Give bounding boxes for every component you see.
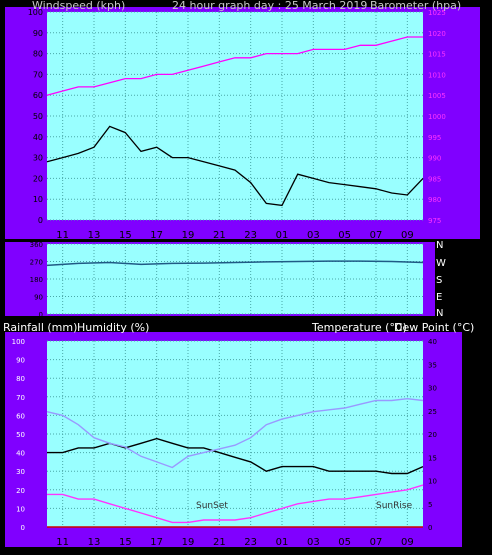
compass-e: E xyxy=(436,292,442,303)
x-tick-top-23: 23 xyxy=(244,230,257,241)
humidity-line xyxy=(46,397,424,469)
graph-title: 24 hour graph day : 25 March 2019 xyxy=(172,0,367,12)
compass-s: S xyxy=(436,275,442,286)
x-tick-bottom-19: 19 xyxy=(182,537,195,548)
y-tick-humidity-20: 20 xyxy=(16,487,25,495)
y-tick-baro-985: 985 xyxy=(428,175,441,183)
y-tick-wind-50: 50 xyxy=(33,112,43,121)
y-tick-temp-15: 15 xyxy=(428,454,437,462)
windspeed-axis-title: Windspeed (kph) xyxy=(32,0,125,12)
y-tick-humidity-40: 40 xyxy=(16,450,25,458)
y-tick-baro-995: 995 xyxy=(428,134,441,142)
barometer-axis-title: Barometer (hpa) xyxy=(370,0,461,12)
series-lines xyxy=(46,36,424,528)
y-tick-wind-10: 10 xyxy=(33,195,43,204)
y-tick-baro-1020: 1020 xyxy=(428,30,446,38)
rainfall-axis-title: Rainfall (mm) xyxy=(3,321,77,334)
x-tick-top-13: 13 xyxy=(88,230,101,241)
grid xyxy=(47,11,423,528)
x-tick-top-09: 09 xyxy=(401,230,414,241)
x-tick-top-07: 07 xyxy=(370,230,383,241)
temp-humidity-plot xyxy=(47,341,423,527)
x-tick-bottom-13: 13 xyxy=(88,537,101,548)
y-tick-baro-1010: 1010 xyxy=(428,71,446,79)
x-tick-bottom-15: 15 xyxy=(119,537,132,548)
y-tick-humidity-60: 60 xyxy=(16,412,25,420)
y-tick-humidity-90: 90 xyxy=(16,357,25,365)
x-tick-bottom-11: 11 xyxy=(56,537,69,548)
x-tick-top-01: 01 xyxy=(276,230,289,241)
y-tick-humidity-0: 0 xyxy=(21,524,25,532)
y-tick-humidity-80: 80 xyxy=(16,375,25,383)
y-tick-dir-0: 0 xyxy=(39,311,43,319)
x-tick-bottom-05: 05 xyxy=(338,537,351,548)
y-tick-wind-40: 40 xyxy=(33,133,43,142)
y-tick-dir-90: 90 xyxy=(34,294,43,302)
x-tick-bottom-23: 23 xyxy=(244,537,257,548)
x-tick-top-05: 05 xyxy=(338,230,351,241)
y-tick-temp-35: 35 xyxy=(428,361,437,369)
y-tick-dir-180: 180 xyxy=(30,276,43,284)
y-tick-temp-40: 40 xyxy=(428,338,437,346)
humidity-axis-title: Humidity (%) xyxy=(77,321,149,334)
wind-direction-plot xyxy=(47,244,423,314)
x-tick-top-15: 15 xyxy=(119,230,132,241)
x-tick-bottom-09: 09 xyxy=(401,537,414,548)
dewpoint-line xyxy=(47,484,424,524)
y-tick-humidity-10: 10 xyxy=(16,505,25,513)
x-tick-bottom-21: 21 xyxy=(213,537,226,548)
y-tick-baro-980: 980 xyxy=(428,196,441,204)
y-tick-baro-1005: 1005 xyxy=(428,92,446,100)
x-tick-top-03: 03 xyxy=(307,230,320,241)
x-tick-top-17: 17 xyxy=(150,230,163,241)
compass-n-top: N xyxy=(436,240,443,251)
dewpoint-axis-title: Dew Point (°C) xyxy=(394,321,474,334)
y-tick-humidity-70: 70 xyxy=(16,394,25,402)
compass-w: W xyxy=(436,258,446,269)
wind-pressure-plot xyxy=(47,12,423,220)
y-tick-dir-270: 270 xyxy=(30,259,43,267)
wind-direction-line xyxy=(46,260,424,267)
y-tick-wind-100: 100 xyxy=(28,8,43,17)
y-tick-baro-1025: 1025 xyxy=(428,9,446,17)
y-tick-temp-10: 10 xyxy=(428,478,437,486)
y-tick-wind-30: 30 xyxy=(33,154,43,163)
y-tick-wind-20: 20 xyxy=(33,174,43,183)
sunset-label: SunSet xyxy=(196,501,228,511)
y-tick-temp-30: 30 xyxy=(428,385,437,393)
windspeed-line xyxy=(46,125,424,207)
y-tick-wind-60: 60 xyxy=(33,91,43,100)
y-tick-temp-5: 5 xyxy=(428,501,432,509)
y-tick-baro-975: 975 xyxy=(428,217,441,225)
x-tick-bottom-07: 07 xyxy=(370,537,383,548)
y-tick-dir-360: 360 xyxy=(30,241,43,249)
y-tick-temp-20: 20 xyxy=(428,431,437,439)
y-tick-wind-0: 0 xyxy=(38,216,43,225)
x-tick-top-21: 21 xyxy=(213,230,226,241)
temperature-axis-title: Temperature (°C) xyxy=(311,321,407,334)
x-tick-top-11: 11 xyxy=(56,230,69,241)
compass-n-bottom: N xyxy=(436,308,443,319)
y-tick-baro-1000: 1000 xyxy=(428,113,446,121)
tick-labels: 1111131315151717191921212323010103030505… xyxy=(12,8,446,548)
barometer-line xyxy=(46,36,423,96)
y-tick-baro-990: 990 xyxy=(428,155,441,163)
y-tick-wind-70: 70 xyxy=(33,70,43,79)
x-tick-bottom-17: 17 xyxy=(150,537,163,548)
y-tick-wind-90: 90 xyxy=(33,29,43,38)
sunrise-label: SunRise xyxy=(376,501,413,511)
y-tick-wind-80: 80 xyxy=(33,50,43,59)
y-tick-humidity-100: 100 xyxy=(12,338,25,346)
y-tick-temp-0: 0 xyxy=(428,524,432,532)
x-tick-bottom-03: 03 xyxy=(307,537,320,548)
y-tick-baro-1015: 1015 xyxy=(428,51,446,59)
y-tick-humidity-30: 30 xyxy=(16,468,25,476)
x-tick-top-19: 19 xyxy=(182,230,195,241)
y-tick-humidity-50: 50 xyxy=(16,431,25,439)
x-tick-bottom-01: 01 xyxy=(276,537,289,548)
y-tick-temp-25: 25 xyxy=(428,408,437,416)
